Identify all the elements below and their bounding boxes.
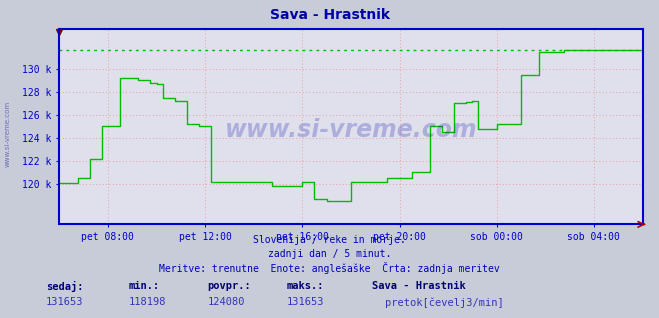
Text: www.si-vreme.com: www.si-vreme.com [5,100,11,167]
Text: Sava - Hrastnik: Sava - Hrastnik [372,281,466,291]
Text: www.si-vreme.com: www.si-vreme.com [225,118,477,142]
Text: 118198: 118198 [129,297,166,307]
Text: maks.:: maks.: [287,281,324,291]
Text: zadnji dan / 5 minut.: zadnji dan / 5 minut. [268,249,391,259]
Text: Slovenija / reke in morje.: Slovenija / reke in morje. [253,235,406,245]
Text: 124080: 124080 [208,297,245,307]
Text: Sava - Hrastnik: Sava - Hrastnik [270,8,389,22]
Text: 131653: 131653 [287,297,324,307]
Text: 131653: 131653 [46,297,84,307]
Text: povpr.:: povpr.: [208,281,251,291]
Text: Meritve: trenutne  Enote: anglešaške  Črta: zadnja meritev: Meritve: trenutne Enote: anglešaške Črta… [159,262,500,274]
Text: min.:: min.: [129,281,159,291]
Text: sedaj:: sedaj: [46,281,84,293]
Text: pretok[čevelj3/min]: pretok[čevelj3/min] [385,297,503,308]
